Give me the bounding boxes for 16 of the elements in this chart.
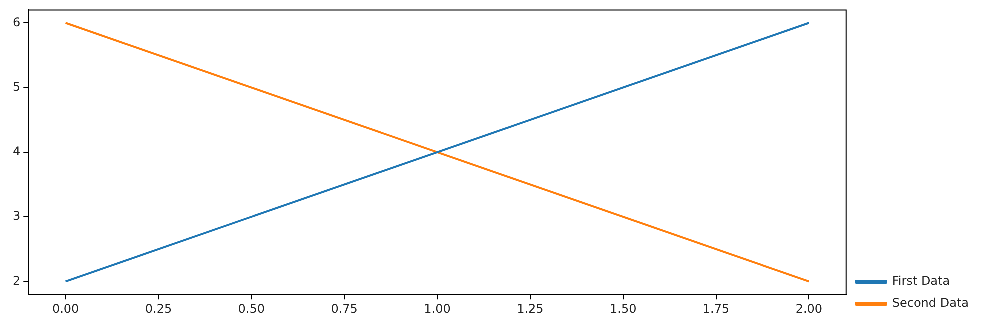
x-tick-label: 0.25 [145, 302, 172, 316]
x-tick-label: 0.00 [52, 302, 80, 316]
y-tick-label: 2 [12, 274, 21, 288]
legend-label: Second Data [892, 296, 970, 310]
x-tick-label: 2.00 [796, 302, 823, 316]
x-tick-label: 1.25 [517, 302, 544, 316]
x-tick-label: 1.75 [702, 302, 730, 316]
x-tick-label: 1.00 [424, 302, 451, 316]
y-tick-label: 6 [12, 15, 21, 30]
x-tick-label: 0.50 [238, 302, 266, 316]
y-tick-label: 5 [12, 80, 21, 94]
legend-label: First Data [892, 274, 950, 288]
x-tick-label: 0.75 [331, 302, 358, 316]
x-tick-label: 1.50 [610, 302, 637, 316]
y-tick-label: 3 [12, 209, 21, 224]
y-tick-label: 4 [12, 144, 21, 159]
